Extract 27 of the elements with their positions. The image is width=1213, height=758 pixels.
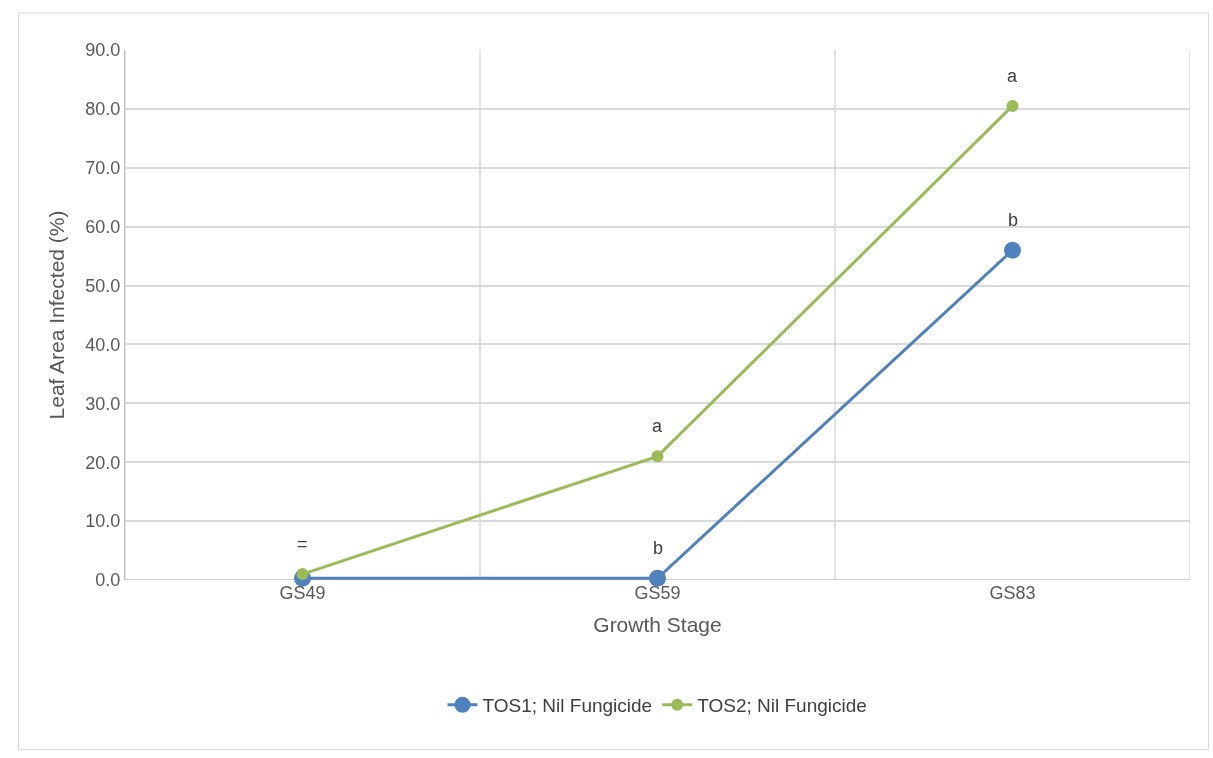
- legend-label: TOS2; Nil Fungicide: [697, 695, 867, 717]
- x-axis-title: Growth Stage: [593, 613, 722, 637]
- annotation: b: [653, 538, 664, 558]
- legend-label: TOS1; Nil Fungicide: [482, 695, 653, 717]
- y-tick-label: 70.0: [85, 158, 121, 179]
- y-tick-label: 40.0: [85, 334, 121, 355]
- y-tick-label: 90.0: [85, 40, 121, 61]
- annotation: a: [1007, 66, 1018, 86]
- point: [1004, 241, 1021, 259]
- y-tick-label: 60.0: [85, 216, 121, 237]
- y-tick-label: 0.0: [95, 570, 121, 591]
- x-tick-label: GS83: [989, 583, 1036, 603]
- x-tick-label: GS59: [634, 583, 681, 603]
- point: [651, 450, 664, 463]
- annotation: =: [297, 534, 308, 554]
- y-axis-title: Leaf Area Infected (%): [44, 210, 68, 420]
- point: [649, 569, 666, 587]
- y-tick-label: 30.0: [85, 393, 121, 414]
- y-tick-label: 50.0: [85, 275, 121, 296]
- y-tick-label: 80.0: [85, 99, 121, 120]
- x-tick-label: GS49: [279, 583, 326, 603]
- annotation: b: [1008, 210, 1019, 230]
- y-tick-label: 20.0: [85, 452, 121, 473]
- y-tick-label: 10.0: [85, 511, 121, 532]
- annotation: a: [652, 416, 663, 436]
- point: [296, 568, 309, 581]
- point: [1006, 99, 1019, 112]
